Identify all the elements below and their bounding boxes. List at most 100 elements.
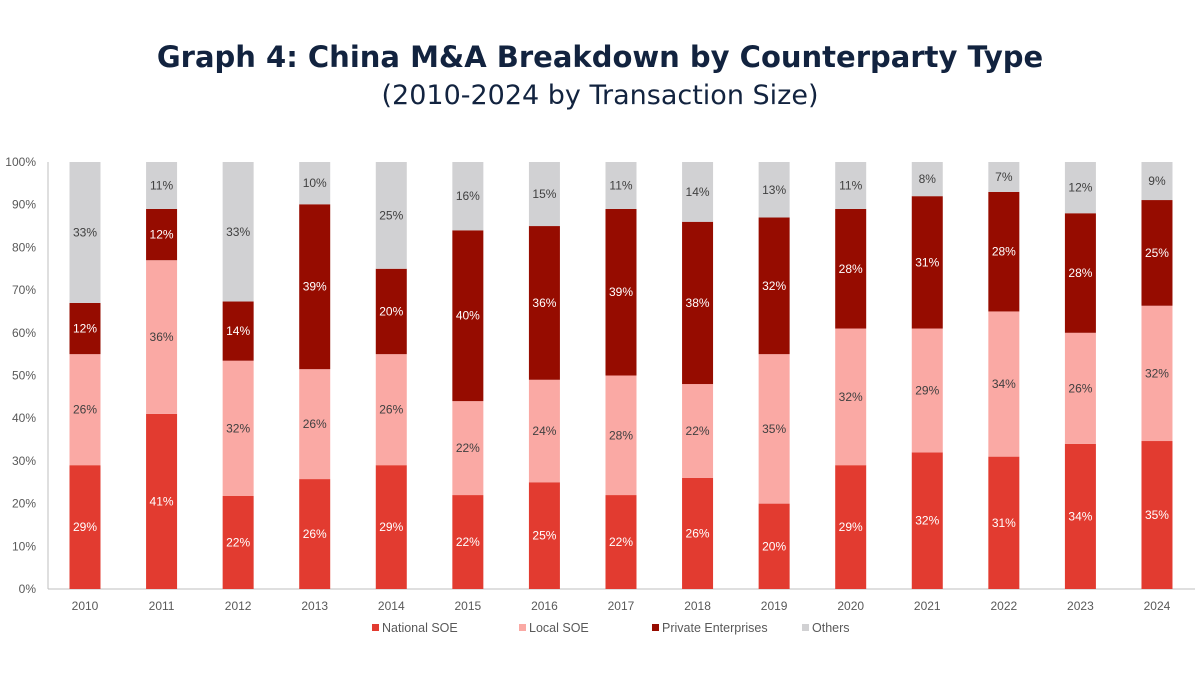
- bar-segment-private-enterprises: [146, 208, 178, 261]
- bar-segment-others: [299, 162, 331, 205]
- x-tick-label: 2020: [837, 599, 864, 613]
- legend-swatch: [519, 624, 526, 631]
- data-label: 25%: [532, 529, 556, 543]
- bar-segment-national-soe: [911, 452, 943, 589]
- y-tick-label: 60%: [12, 326, 36, 340]
- bar-segment-national-soe: [222, 495, 254, 589]
- data-label: 26%: [303, 417, 327, 431]
- data-label: 36%: [150, 330, 174, 344]
- data-label: 11%: [839, 178, 862, 192]
- data-label: 35%: [762, 422, 786, 436]
- data-label: 31%: [992, 516, 1016, 530]
- bar-segment-national-soe: [758, 503, 790, 589]
- data-label: 35%: [1145, 508, 1169, 522]
- bar-segment-national-soe: [605, 495, 637, 589]
- legend-label: Private Enterprises: [662, 621, 768, 635]
- data-label: 36%: [532, 296, 556, 310]
- bar-segment-others: [222, 162, 254, 302]
- data-label: 34%: [1068, 509, 1092, 523]
- data-label: 16%: [456, 189, 480, 203]
- bar-segment-others: [988, 162, 1020, 192]
- data-label: 22%: [456, 535, 480, 549]
- bar-segment-others: [1141, 162, 1173, 201]
- y-tick-label: 10%: [12, 539, 36, 553]
- x-tick-label: 2013: [301, 599, 328, 613]
- bar-segment-private-enterprises: [988, 191, 1020, 312]
- bar-segment-national-soe: [375, 465, 407, 589]
- bar-segment-national-soe: [682, 477, 714, 589]
- bar-segment-local-soe: [452, 401, 484, 496]
- bar-segment-others: [911, 162, 943, 197]
- x-tick-label: 2024: [1144, 599, 1171, 613]
- data-label: 34%: [992, 377, 1016, 391]
- bar-segment-others: [452, 162, 484, 231]
- bar-segment-national-soe: [452, 495, 484, 589]
- legend-label: Local SOE: [529, 621, 589, 635]
- data-label: 15%: [532, 187, 556, 201]
- y-tick-label: 80%: [12, 240, 36, 254]
- bar-segment-national-soe: [835, 465, 867, 589]
- x-tick-label: 2010: [72, 599, 99, 613]
- bar-segment-local-soe: [605, 375, 637, 496]
- x-tick-label: 2015: [454, 599, 481, 613]
- bar-segment-others: [146, 162, 178, 209]
- data-label: 25%: [379, 208, 403, 222]
- data-label: 25%: [1145, 246, 1169, 260]
- data-label: 32%: [915, 514, 939, 528]
- data-label: 7%: [995, 170, 1013, 184]
- bar-segment-local-soe: [222, 360, 254, 496]
- data-label: 39%: [609, 285, 633, 299]
- legend-swatch: [802, 624, 809, 631]
- bar-segment-national-soe: [1064, 443, 1096, 589]
- bar-segment-others: [605, 162, 637, 209]
- bar-segment-private-enterprises: [375, 268, 407, 355]
- data-label: 26%: [73, 403, 97, 417]
- data-label: 20%: [379, 304, 403, 318]
- x-tick-label: 2021: [914, 599, 941, 613]
- legend-swatch: [652, 624, 659, 631]
- bar-segment-others: [758, 162, 790, 218]
- y-tick-label: 20%: [12, 497, 36, 511]
- legend-label: National SOE: [382, 621, 458, 635]
- x-tick-label: 2018: [684, 599, 711, 613]
- bar-segment-national-soe: [69, 465, 101, 589]
- data-label: 20%: [762, 539, 786, 553]
- x-tick-label: 2019: [761, 599, 788, 613]
- y-tick-label: 40%: [12, 411, 36, 425]
- y-tick-label: 70%: [12, 283, 36, 297]
- legend-swatch: [372, 624, 379, 631]
- data-label: 26%: [379, 403, 403, 417]
- data-label: 32%: [839, 390, 863, 404]
- data-label: 11%: [150, 178, 173, 192]
- bar-segment-others: [835, 162, 867, 209]
- bar-segment-private-enterprises: [222, 301, 254, 361]
- legend-label: Others: [812, 621, 850, 635]
- y-tick-label: 90%: [12, 198, 36, 212]
- data-label: 39%: [303, 280, 327, 294]
- bar-segment-local-soe: [758, 354, 790, 504]
- data-label: 28%: [1068, 266, 1092, 280]
- bar-segment-others: [69, 162, 101, 303]
- bar-segment-others: [682, 162, 714, 222]
- x-tick-label: 2011: [149, 599, 175, 613]
- bar-segment-private-enterprises: [452, 230, 484, 402]
- x-tick-label: 2017: [608, 599, 635, 613]
- bar-segment-others: [528, 162, 560, 227]
- bar-segment-private-enterprises: [682, 221, 714, 385]
- data-label: 12%: [73, 322, 97, 336]
- bar-segment-national-soe: [528, 482, 560, 589]
- data-label: 33%: [226, 225, 250, 239]
- data-label: 13%: [762, 183, 786, 197]
- bar-segment-national-soe: [299, 479, 331, 589]
- data-label: 28%: [609, 428, 633, 442]
- y-tick-label: 0%: [19, 582, 37, 596]
- bar-segment-local-soe: [528, 379, 560, 483]
- data-label: 14%: [226, 324, 250, 338]
- chart-title: Graph 4: China M&A Breakdown by Counterp…: [156, 40, 1044, 74]
- bar-segment-local-soe: [69, 354, 101, 466]
- data-label: 26%: [303, 527, 327, 541]
- data-label: 28%: [992, 245, 1016, 259]
- bar-segment-others: [375, 162, 407, 269]
- data-label: 29%: [839, 520, 863, 534]
- x-tick-label: 2014: [378, 599, 405, 613]
